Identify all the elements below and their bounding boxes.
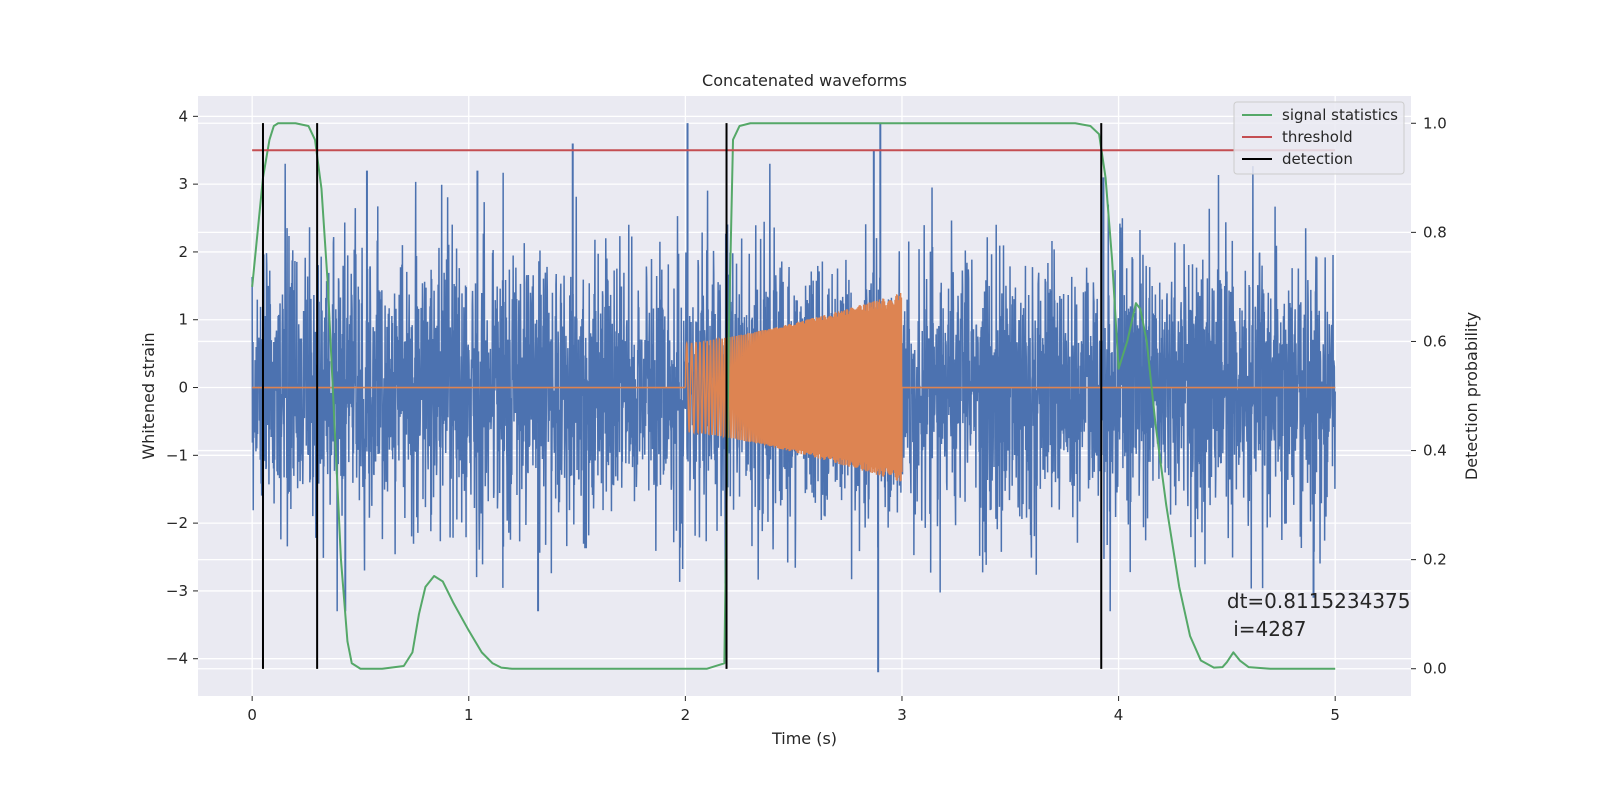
- axes-layer: 0 1 2 3 4 5 −4 −3 −2 −1 0 1 2 3 4 0.0 0.2 0.4 0.6 0.8 1.0: [166, 107, 1447, 724]
- y-axis-label: Whitened strain: [139, 332, 158, 459]
- annotation-index: i=4287: [1227, 617, 1307, 641]
- y-tick-label-4: 0: [178, 379, 188, 397]
- y-tick-label-3: −1: [166, 446, 188, 464]
- y2-tick-label-5: 1.0: [1423, 114, 1447, 132]
- y2-tick-label-2: 0.4: [1423, 442, 1447, 460]
- series-chirp-burst: [684, 293, 903, 482]
- legend-label-2: detection: [1282, 150, 1353, 168]
- y2-tick-label-4: 0.8: [1423, 223, 1447, 241]
- annotation-dt: dt=0.8115234375: [1227, 589, 1411, 613]
- series-signal-statistics-line: [251, 122, 1336, 670]
- series-layer: [251, 122, 1336, 673]
- x-axis-label: Time (s): [771, 729, 837, 748]
- y2-tick-label-3: 0.6: [1423, 332, 1447, 350]
- y-tick-label-1: −3: [166, 582, 188, 600]
- y-tick-label-8: 4: [178, 107, 188, 125]
- y2-tick-label-0: 0.0: [1423, 660, 1447, 678]
- legend-label-1: threshold: [1282, 128, 1353, 146]
- x-tick-label-3: 3: [897, 706, 907, 724]
- y-tick-label-5: 1: [178, 311, 188, 329]
- legend-label-0: signal statistics: [1282, 106, 1398, 124]
- y-tick-label-6: 2: [178, 243, 188, 261]
- y-tick-label-2: −2: [166, 514, 188, 532]
- legend-box: [1233, 101, 1405, 175]
- y2-axis-label: Detection probability: [1462, 312, 1481, 480]
- y2-tick-label-1: 0.2: [1423, 551, 1447, 569]
- y-tick-label-7: 3: [178, 175, 188, 193]
- x-tick-label-2: 2: [681, 706, 691, 724]
- x-tick-label-0: 0: [247, 706, 257, 724]
- x-tick-label-5: 5: [1330, 706, 1340, 724]
- x-tick-label-4: 4: [1114, 706, 1124, 724]
- y-tick-label-0: −4: [166, 650, 188, 668]
- chart-title: Concatenated waveforms: [702, 71, 907, 90]
- x-tick-label-1: 1: [464, 706, 474, 724]
- legend: signal statistics threshold detection: [1233, 101, 1405, 175]
